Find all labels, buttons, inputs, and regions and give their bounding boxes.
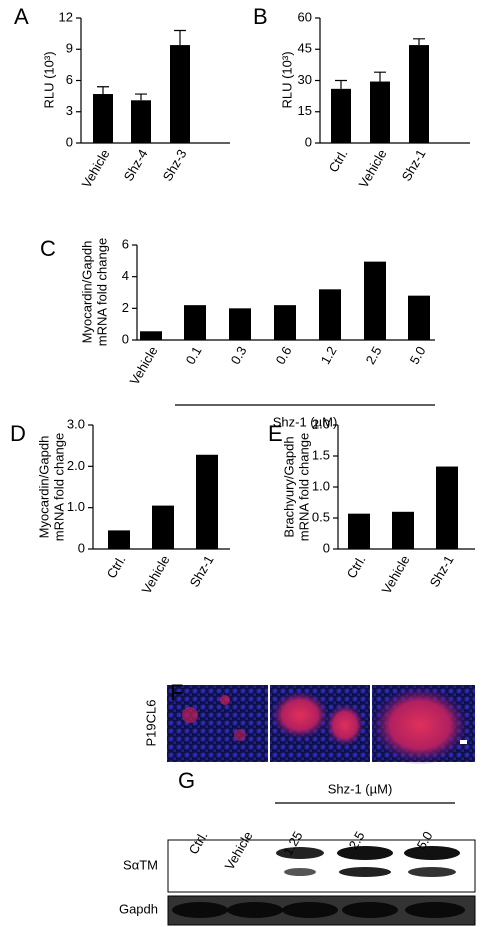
y-tick-label: 45 [298,41,312,56]
micrographs [167,685,475,765]
y-tick-label: 30 [298,72,312,87]
y-tick-label: 4 [122,268,129,283]
x-tick-label: Shz-4 [121,147,151,184]
western-blot [167,802,476,926]
y-axis-label: Brachyury/Gapdh [281,436,296,537]
x-tick-label: Vehicle [139,553,173,597]
y-tick-label: 60 [298,9,312,24]
error-bar [174,29,186,46]
x-tick-label: 2.5 [363,344,385,367]
bar [364,261,386,340]
x-tick-label: Shz-1 [427,553,457,590]
group-label: Shz-1 (µM) [328,781,393,796]
y-tick-label: 15 [298,103,312,118]
row-label: SαTM [123,857,158,872]
y-axis-label: RLU (10³) [279,51,294,108]
y-tick-label: 0 [323,540,330,555]
y-tick-label: 1.0 [67,499,85,514]
y-tick-label: 0 [78,540,85,555]
x-tick-label: Shz-1 [187,553,217,590]
panel-letter: E [268,421,283,446]
error-bar [374,71,386,82]
row-label: Gapdh [119,901,158,916]
y-axis-label: Myocardin/Gapdh [36,436,51,539]
y-tick-label: 0 [305,134,312,149]
row-label: P19CL6 [143,700,158,747]
x-tick-label: Vehicle [79,147,113,191]
y-tick-label: 6 [122,236,129,251]
x-tick-label: Shz-1 [399,147,429,184]
bar [319,289,341,340]
bar [108,530,130,549]
x-tick-label: Ctrl. [326,147,351,175]
x-tick-label: 0.1 [183,344,205,367]
y-tick-label: 0 [122,331,129,346]
y-tick-label: 1.0 [312,478,330,493]
panel-letter: G [178,768,195,793]
bar [274,305,296,340]
y-tick-label: 3 [66,103,73,118]
panel-letter: B [253,4,268,29]
bar [140,331,162,340]
bar [131,100,151,143]
x-tick-label: 0.6 [273,344,295,367]
bar [93,94,113,143]
y-axis-label: RLU (10³) [41,51,56,108]
bar [196,454,218,549]
bar [170,45,190,144]
y-tick-label: 1.5 [312,447,330,462]
bar [409,45,429,144]
x-tick-label: 0.3 [228,344,250,367]
error-bar [135,93,147,101]
x-tick-label: Shz-3 [160,147,190,184]
y-tick-label: 2 [122,300,129,315]
y-tick-label: 2.0 [312,416,330,431]
bar [348,513,370,549]
x-tick-label: Vehicle [356,147,390,191]
x-tick-label: 1.2 [318,344,340,367]
bar [370,81,390,143]
error-bar [97,86,109,95]
bar [152,505,174,549]
y-axis-label: mRNA fold change [51,433,66,541]
error-bar [413,38,425,46]
bar [436,466,458,549]
y-tick-label: 9 [66,41,73,56]
y-axis-label: mRNA fold change [94,238,109,346]
panel-letter: F [170,680,183,705]
bar [408,295,430,340]
bar [184,305,206,340]
bar [392,511,414,549]
x-tick-label: Ctrl. [344,553,369,581]
x-tick-label: 5.0 [407,344,429,367]
error-bar [335,79,347,89]
panel-letter: C [40,236,56,261]
x-tick-label: Ctrl. [104,553,129,581]
y-tick-label: 0.5 [312,509,330,524]
y-axis-label: mRNA fold change [296,433,311,541]
y-tick-label: 6 [66,72,73,87]
y-tick-label: 3.0 [67,416,85,431]
y-tick-label: 12 [59,9,73,24]
panel-letter: A [14,4,29,29]
y-tick-label: 0 [66,134,73,149]
group-label: Shz-1 (µM) [273,414,338,429]
x-tick-label: Vehicle [127,344,161,388]
bar [331,88,351,143]
x-tick-label: Vehicle [379,553,413,597]
panel-letter: D [10,421,26,446]
bar [229,308,251,340]
y-tick-label: 2.0 [67,458,85,473]
y-axis-label: Myocardin/Gapdh [79,241,94,344]
